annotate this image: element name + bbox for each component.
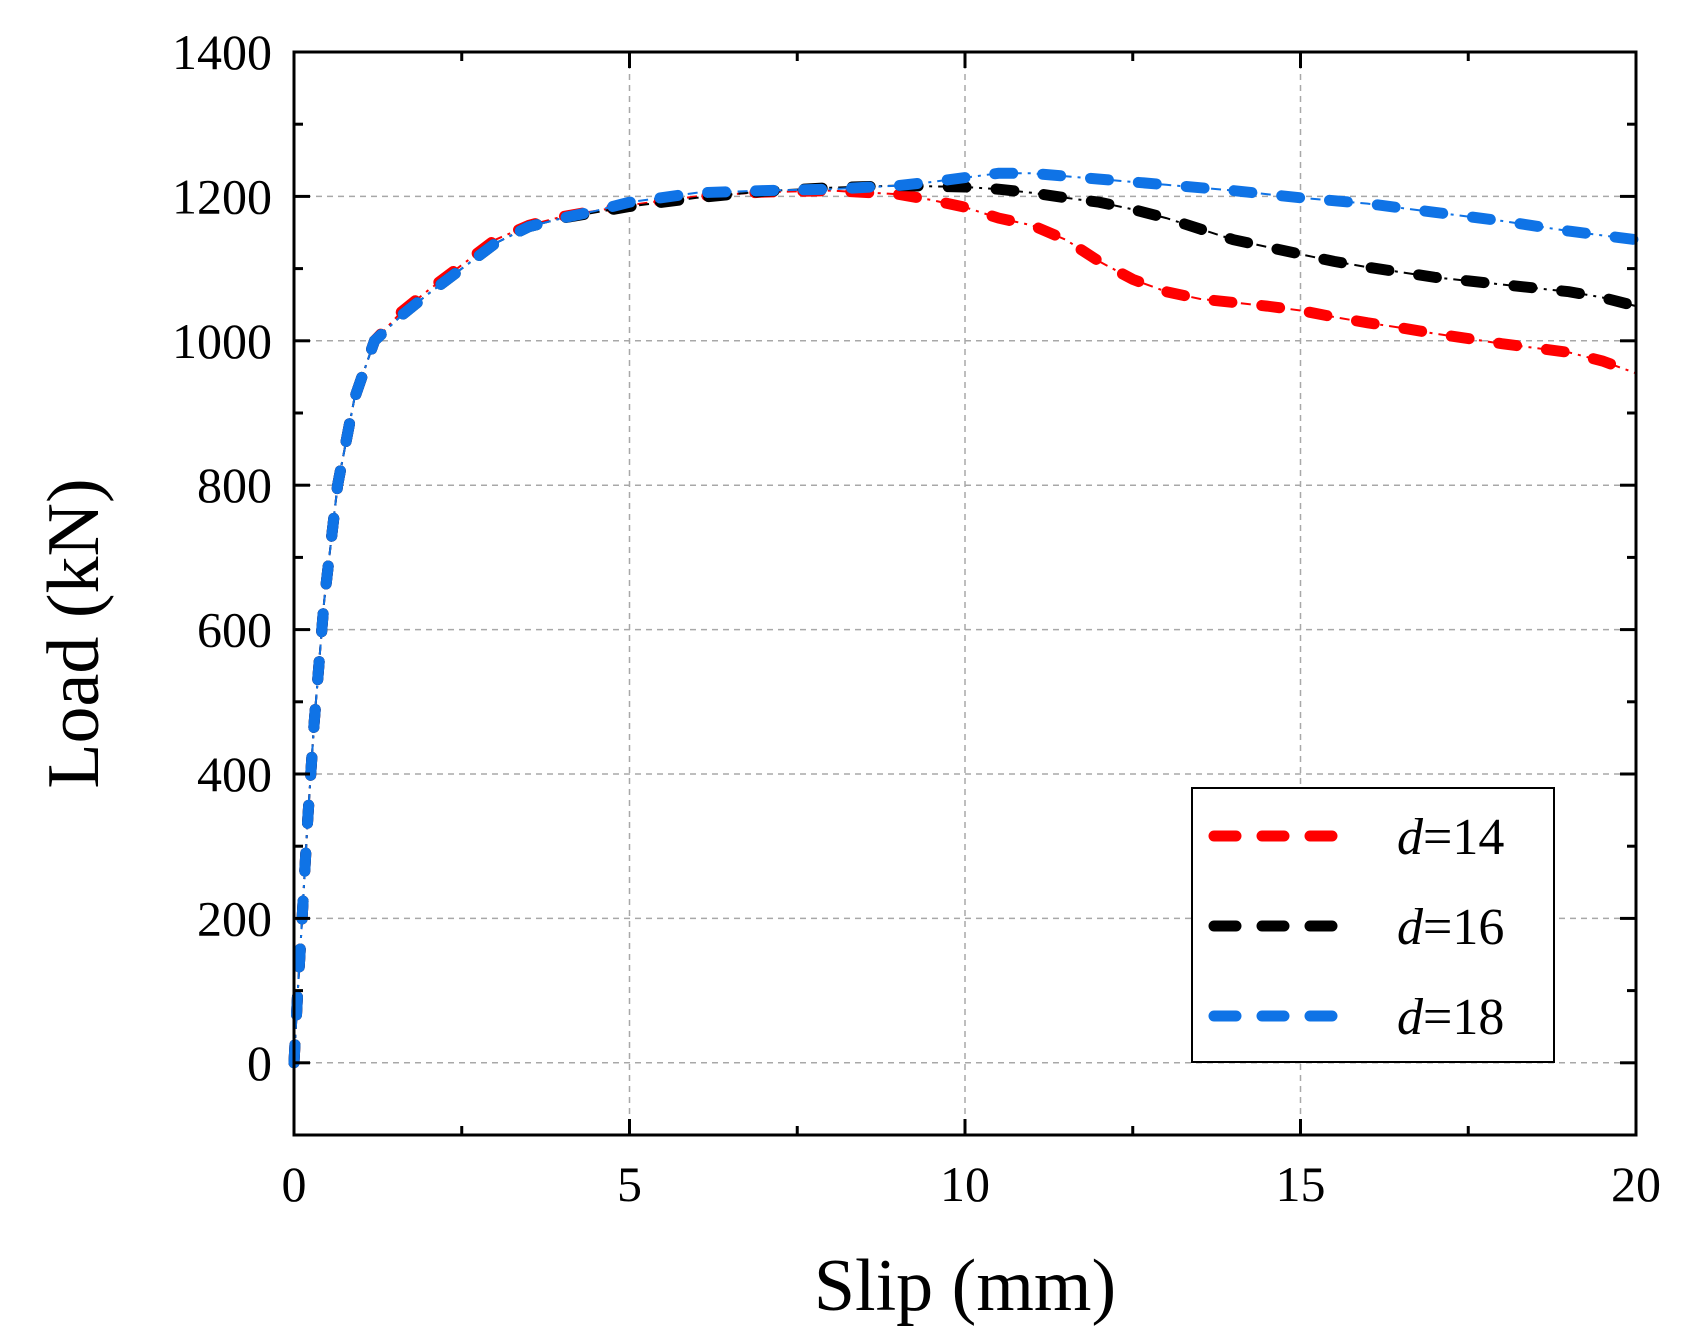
- x-axis-tick-labels: 0 5 10 15 20: [282, 1156, 1662, 1212]
- x-tick-label: 0: [282, 1156, 307, 1212]
- x-axis-title: Slip (mm): [814, 1245, 1116, 1327]
- series-line-3: [288, 167, 1642, 1069]
- y-axis-title: Load (kN): [33, 478, 115, 788]
- legend-label-1: d=14: [1397, 809, 1504, 866]
- legend-box: [1191, 787, 1555, 1063]
- x-tick-label: 20: [1611, 1156, 1661, 1212]
- y-tick-label: 1200: [172, 168, 272, 224]
- legend: d=14 d=16 d=18: [1191, 787, 1555, 1063]
- y-tick-label: 0: [247, 1035, 272, 1091]
- legend-label-2: d=16: [1397, 899, 1504, 956]
- y-axis-tick-labels: 0 200 400 600 800 1000 1200 1400: [172, 24, 272, 1091]
- y-tick-label: 600: [197, 602, 272, 658]
- x-tick-label: 15: [1276, 1156, 1326, 1212]
- y-tick-label: 200: [197, 890, 272, 946]
- y-tick-label: 800: [197, 457, 272, 513]
- y-tick-label: 1400: [172, 24, 272, 80]
- y-tick-label: 400: [197, 746, 272, 802]
- x-tick-label: 10: [940, 1156, 990, 1212]
- grid: [294, 52, 1636, 1135]
- y-tick-label: 1000: [172, 313, 272, 369]
- x-tick-label: 5: [617, 1156, 642, 1212]
- legend-label-3: d=18: [1397, 989, 1504, 1046]
- series-layer: [288, 167, 1642, 1069]
- axis-ticks: [292, 50, 1638, 1137]
